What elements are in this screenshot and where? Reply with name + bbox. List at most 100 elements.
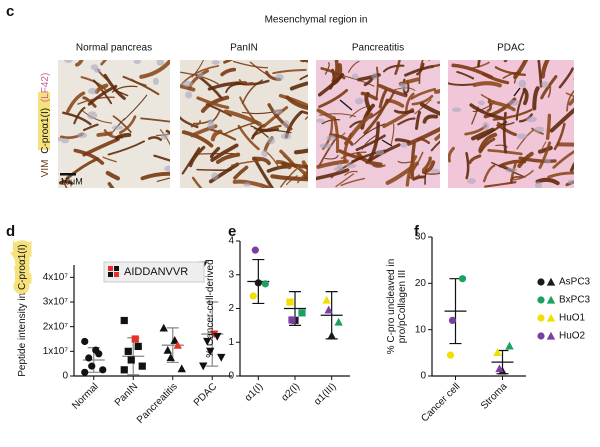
fiber xyxy=(317,137,338,168)
stain-vim: VIM xyxy=(40,160,51,178)
fiber xyxy=(299,74,308,81)
fiber xyxy=(156,177,170,182)
fiber xyxy=(394,138,411,144)
fiber xyxy=(430,140,440,152)
images xyxy=(58,60,574,188)
arrow xyxy=(381,139,393,147)
fiber xyxy=(537,60,543,88)
fiber xyxy=(266,151,281,170)
y-axis-title: % Cancer-cell-derived xyxy=(205,259,216,357)
fiber xyxy=(159,129,170,146)
nucleus xyxy=(346,163,357,169)
fiber xyxy=(344,170,358,176)
dot xyxy=(446,351,455,359)
fiber xyxy=(302,60,308,63)
image-title: Normal pancreas xyxy=(76,43,152,54)
fiber xyxy=(549,107,574,133)
fiber xyxy=(421,160,436,174)
fiber xyxy=(355,134,386,152)
x-tick-label: Cancer cell xyxy=(419,381,462,424)
dot xyxy=(163,345,172,354)
dot xyxy=(537,332,545,340)
dot xyxy=(120,316,128,325)
fiber xyxy=(382,64,405,73)
fiber xyxy=(394,60,401,76)
fiber xyxy=(272,68,307,75)
fiber xyxy=(324,154,339,160)
x-tick-label: PanIN xyxy=(113,381,140,408)
dot xyxy=(173,340,182,349)
nucleus xyxy=(94,68,101,73)
fiber xyxy=(94,83,109,94)
nucleus xyxy=(478,100,485,106)
x-tick-label: PDAC xyxy=(192,381,219,408)
fiber xyxy=(281,161,308,170)
fiber xyxy=(181,130,214,148)
dot xyxy=(286,298,294,306)
y-axis-title-part: % Cancer-cell-derived xyxy=(205,259,216,357)
tissue xyxy=(180,60,308,188)
fiber xyxy=(140,171,170,181)
fiber xyxy=(253,128,292,134)
fiber xyxy=(465,151,470,180)
fiber xyxy=(278,93,308,108)
nucleus xyxy=(87,111,98,120)
fiber xyxy=(565,180,574,187)
fiber xyxy=(299,60,308,63)
fiber xyxy=(482,164,496,183)
fiber xyxy=(565,92,574,98)
nucleus xyxy=(326,135,337,141)
nucleus xyxy=(160,132,168,140)
fiber xyxy=(522,87,529,106)
fiber xyxy=(210,143,239,162)
fiber xyxy=(107,182,115,188)
fiber xyxy=(509,169,534,181)
panel-label: c xyxy=(6,3,14,20)
y-tick-label: 30 xyxy=(415,232,427,243)
fiber xyxy=(267,103,293,131)
nucleus xyxy=(60,138,70,144)
dot xyxy=(254,279,262,287)
error-bar xyxy=(166,327,179,364)
tissue xyxy=(448,60,574,188)
nucleus xyxy=(58,137,62,142)
panel-label: d xyxy=(6,223,15,240)
fiber xyxy=(540,60,550,79)
fiber xyxy=(220,67,237,77)
fiber xyxy=(181,147,201,175)
fiber xyxy=(335,173,355,188)
fiber xyxy=(515,88,526,121)
dot xyxy=(458,275,467,283)
y-tick-label: 4x10⁷ xyxy=(43,272,69,283)
fiber xyxy=(289,81,308,91)
fiber xyxy=(118,115,137,134)
stain-lf42: (LF42) xyxy=(40,73,51,102)
fiber xyxy=(422,156,432,172)
fiber xyxy=(343,75,375,87)
fiber xyxy=(360,91,379,101)
fiber xyxy=(300,110,308,115)
fiber xyxy=(393,109,415,114)
fiber xyxy=(270,174,308,182)
fiber xyxy=(471,127,495,141)
dot xyxy=(170,336,179,344)
fiber xyxy=(285,95,308,111)
dot xyxy=(88,362,96,370)
dot xyxy=(495,364,504,373)
nucleus xyxy=(211,60,220,65)
fiber xyxy=(456,70,475,80)
panel-label: e xyxy=(228,223,236,240)
y-tick-label: 1x10⁷ xyxy=(43,346,69,357)
fiber xyxy=(487,99,516,112)
fiber xyxy=(429,63,440,68)
dot xyxy=(138,362,146,370)
y-axis-title: Peptide intensity in C-proα1(I) xyxy=(17,244,28,377)
fiber xyxy=(239,96,260,126)
fiber xyxy=(191,176,203,188)
nucleus xyxy=(182,80,194,87)
dot xyxy=(537,314,545,322)
x-tick-label: α2(I) xyxy=(280,381,302,403)
nucleus xyxy=(567,179,574,185)
y-tick-label: 0 xyxy=(62,371,68,382)
nucleus xyxy=(482,121,490,130)
